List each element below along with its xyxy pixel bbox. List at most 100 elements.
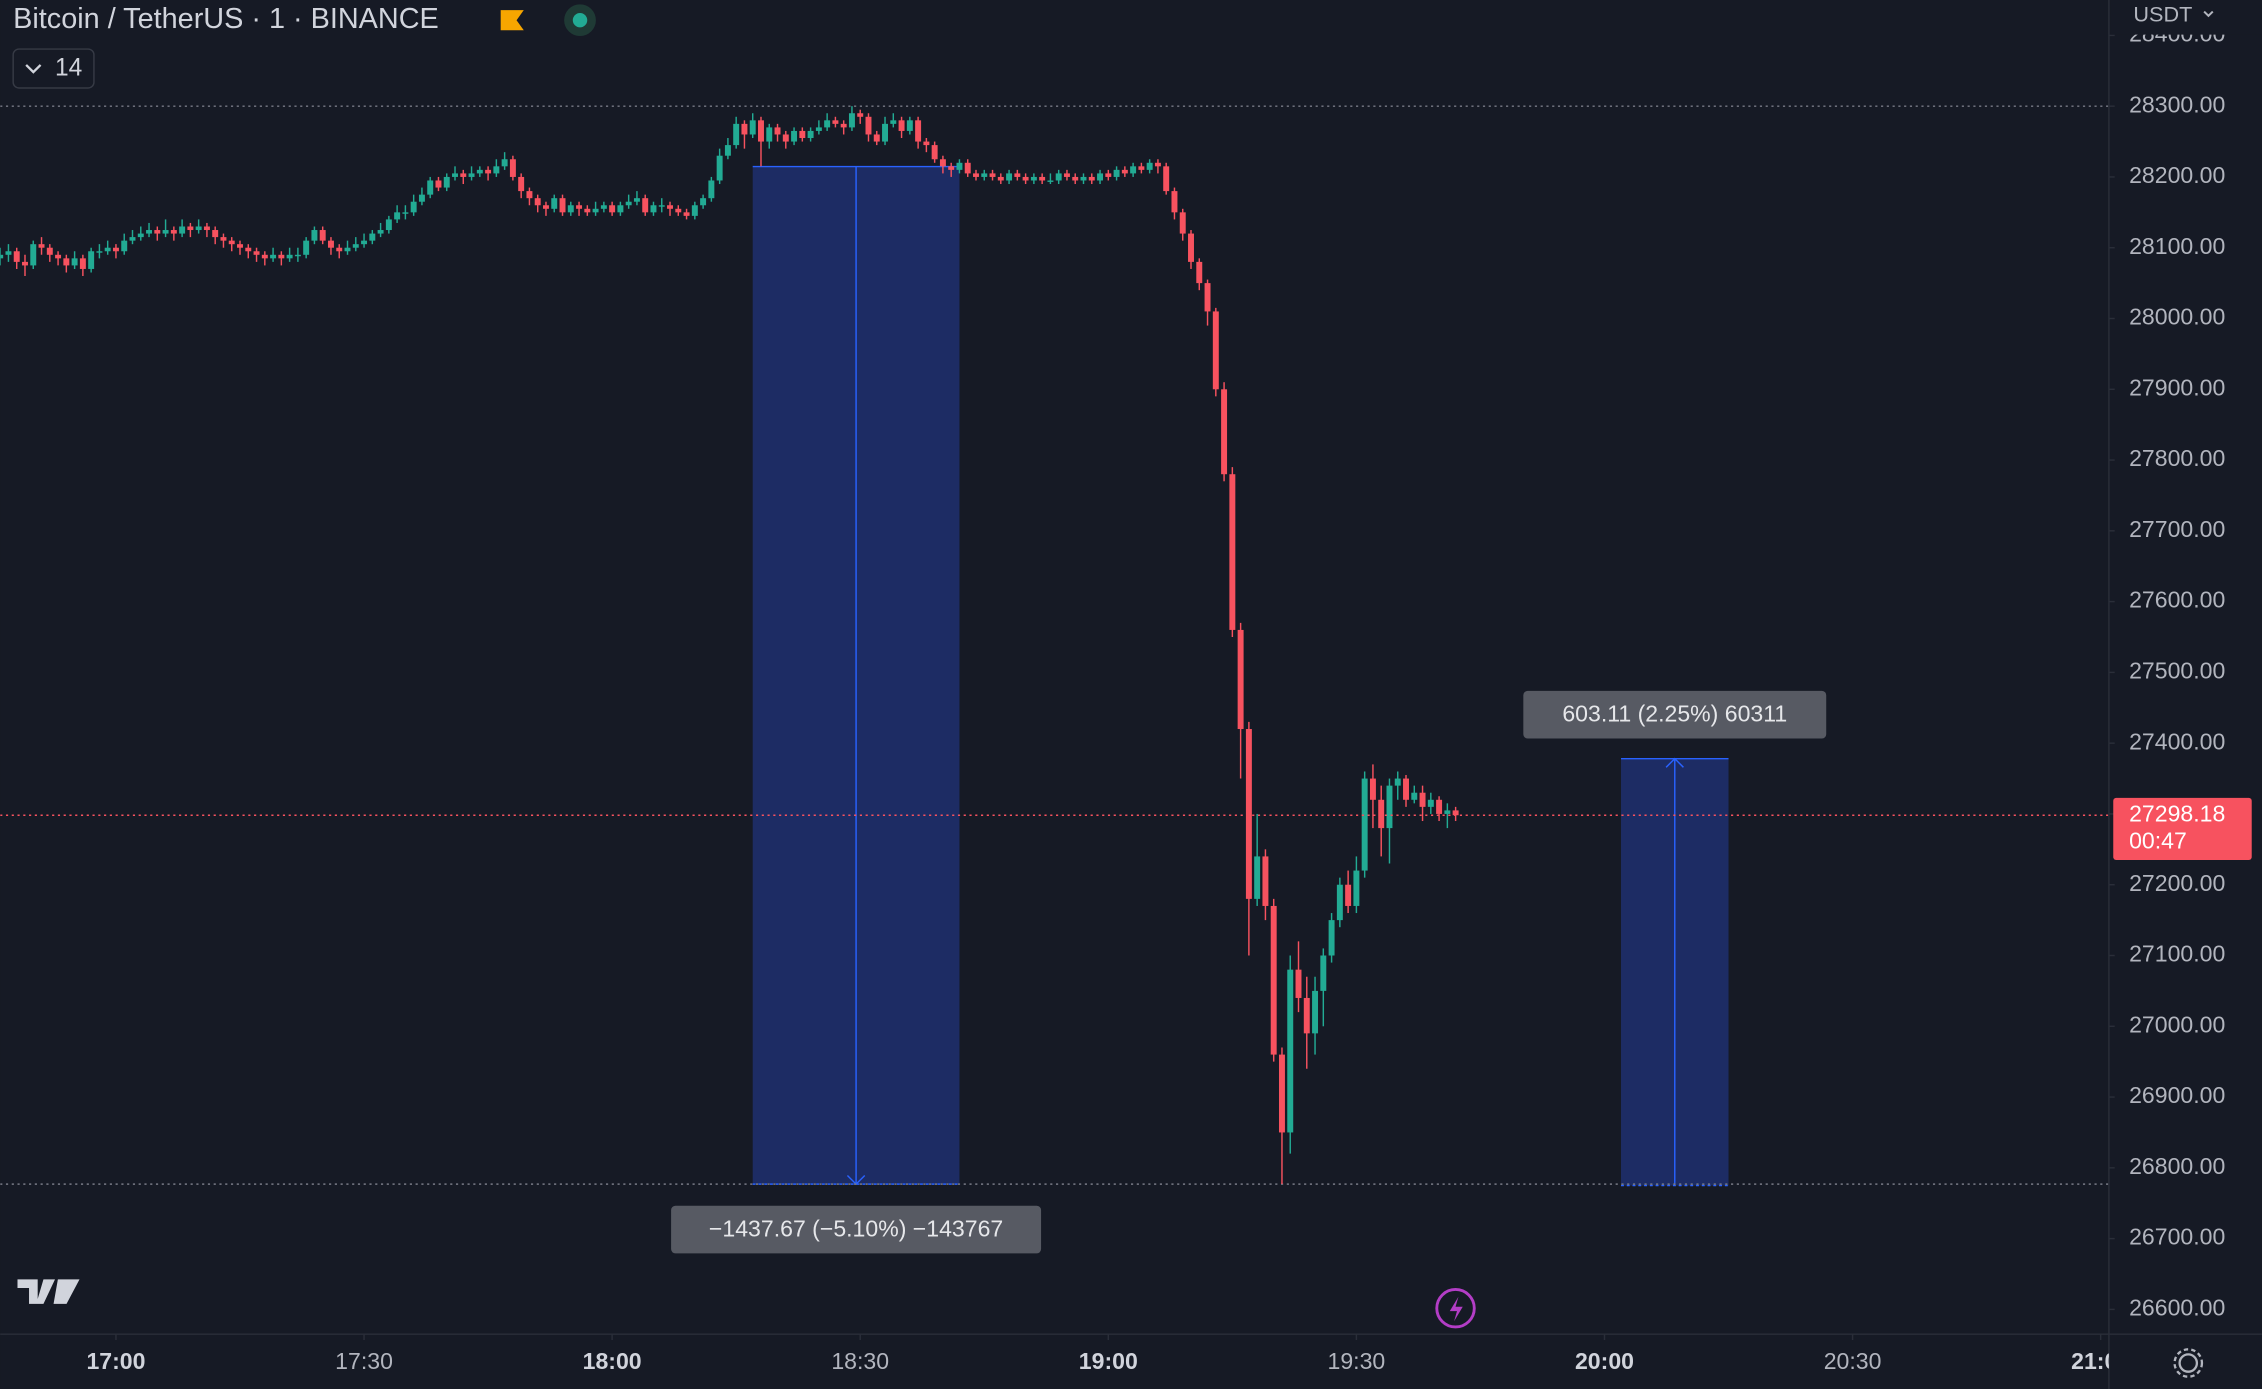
y-tick-label: 27800.00	[2129, 445, 2225, 471]
candle-body	[435, 180, 442, 188]
candle-body	[220, 237, 227, 241]
candle-body	[96, 251, 103, 253]
candle-body	[22, 261, 28, 266]
candle-body	[179, 226, 186, 234]
candle-body	[1369, 778, 1376, 800]
candle-body	[1378, 799, 1385, 829]
candle-body	[245, 247, 252, 252]
candle-body	[1030, 176, 1037, 181]
candle-body	[195, 226, 202, 231]
candle-body	[1237, 629, 1244, 730]
candle-body	[5, 251, 12, 255]
candle-body	[981, 173, 988, 177]
candle-body	[989, 173, 996, 177]
candle-body	[1072, 176, 1079, 181]
y-tick-label: 26800.00	[2129, 1153, 2225, 1179]
status-dot	[572, 12, 588, 28]
lightning-icon	[1449, 1296, 1463, 1322]
candle-body	[758, 120, 764, 142]
currency-select[interactable]: USDT	[2133, 2, 2192, 27]
candle-body	[534, 198, 541, 206]
candle-body	[394, 212, 401, 220]
candle-body	[898, 120, 905, 131]
x-tick-label: 17:00	[86, 1348, 145, 1374]
candle-body	[468, 173, 475, 177]
candle-body	[427, 180, 434, 195]
candle-body	[609, 205, 616, 213]
candle-body	[1196, 261, 1203, 284]
settings-icon[interactable]	[2173, 1348, 2204, 1378]
candle-body	[319, 230, 326, 241]
tv-logo[interactable]	[17, 1279, 80, 1304]
candle-body	[824, 120, 831, 128]
measure-label: −1437.67 (−5.10%) −143767	[709, 1215, 1003, 1241]
x-tick-label: 20:30	[1824, 1348, 1882, 1374]
candle-body	[1163, 166, 1170, 192]
candle-body	[1361, 778, 1368, 871]
candle-body	[1403, 778, 1409, 800]
candle-body	[542, 205, 549, 209]
candle-body	[567, 205, 574, 213]
measure-arrowhead	[1665, 757, 1684, 768]
candle-body	[30, 244, 37, 266]
candle-body	[294, 254, 301, 257]
candle-body	[1188, 233, 1194, 262]
candle-body	[1394, 778, 1401, 786]
candle-body	[1427, 799, 1434, 807]
last-price-label: 27298.18	[2129, 800, 2225, 826]
candle-body	[1436, 799, 1443, 814]
candle-body	[848, 113, 855, 128]
candle-body	[1444, 810, 1451, 814]
candle-body	[385, 219, 392, 231]
candle-body	[1328, 920, 1335, 956]
candle-body	[452, 173, 458, 177]
candle-body	[625, 201, 632, 206]
y-tick-label: 27500.00	[2129, 657, 2225, 683]
candle-body	[1278, 1054, 1285, 1133]
candle-body	[352, 244, 359, 248]
candle-body	[1055, 173, 1062, 181]
x-tick-label: 18:00	[583, 1348, 642, 1374]
candle-body	[261, 254, 268, 259]
candle-body	[129, 237, 136, 241]
candle-body	[361, 240, 368, 245]
candle-body	[1146, 162, 1153, 170]
candle-body	[336, 247, 343, 252]
candle-body	[303, 240, 310, 255]
x-tick-label: 18:30	[831, 1348, 889, 1374]
y-tick-label: 27000.00	[2129, 1011, 2225, 1037]
candle-body	[683, 212, 690, 216]
candle-body	[724, 145, 731, 156]
x-tick-label: 17:30	[335, 1348, 393, 1374]
candle-body	[518, 176, 525, 192]
candle-body	[1419, 792, 1426, 807]
candle-body	[1113, 169, 1120, 177]
candle-body	[708, 180, 715, 199]
x-tick-label: 19:30	[1328, 1348, 1386, 1374]
candle-body	[923, 141, 930, 146]
candle-body	[1303, 997, 1310, 1034]
candle-body	[88, 251, 95, 269]
candle-body	[1047, 180, 1054, 182]
candle-body	[79, 258, 86, 269]
candle-body	[931, 145, 938, 160]
indicator-count[interactable]: 14	[55, 55, 82, 82]
candle-body	[55, 254, 62, 259]
x-tick-label: 21:00	[2071, 1348, 2130, 1374]
candle-body	[121, 240, 128, 252]
indicator-toggle[interactable]	[12, 48, 95, 89]
candle-body	[1179, 212, 1186, 234]
candle-body	[1320, 955, 1327, 991]
candle-body	[327, 240, 334, 248]
candle-body	[1245, 729, 1252, 899]
flag-icon[interactable]	[500, 10, 524, 31]
lightning-button[interactable]	[1435, 1288, 1476, 1329]
candle-body	[1262, 856, 1269, 906]
candle-body	[253, 251, 260, 255]
y-tick-label: 28000.00	[2129, 304, 2225, 330]
candle-body	[203, 226, 210, 231]
y-tick-label: 28100.00	[2129, 233, 2225, 259]
candle-body	[526, 191, 533, 199]
y-tick-label: 28300.00	[2129, 91, 2225, 117]
